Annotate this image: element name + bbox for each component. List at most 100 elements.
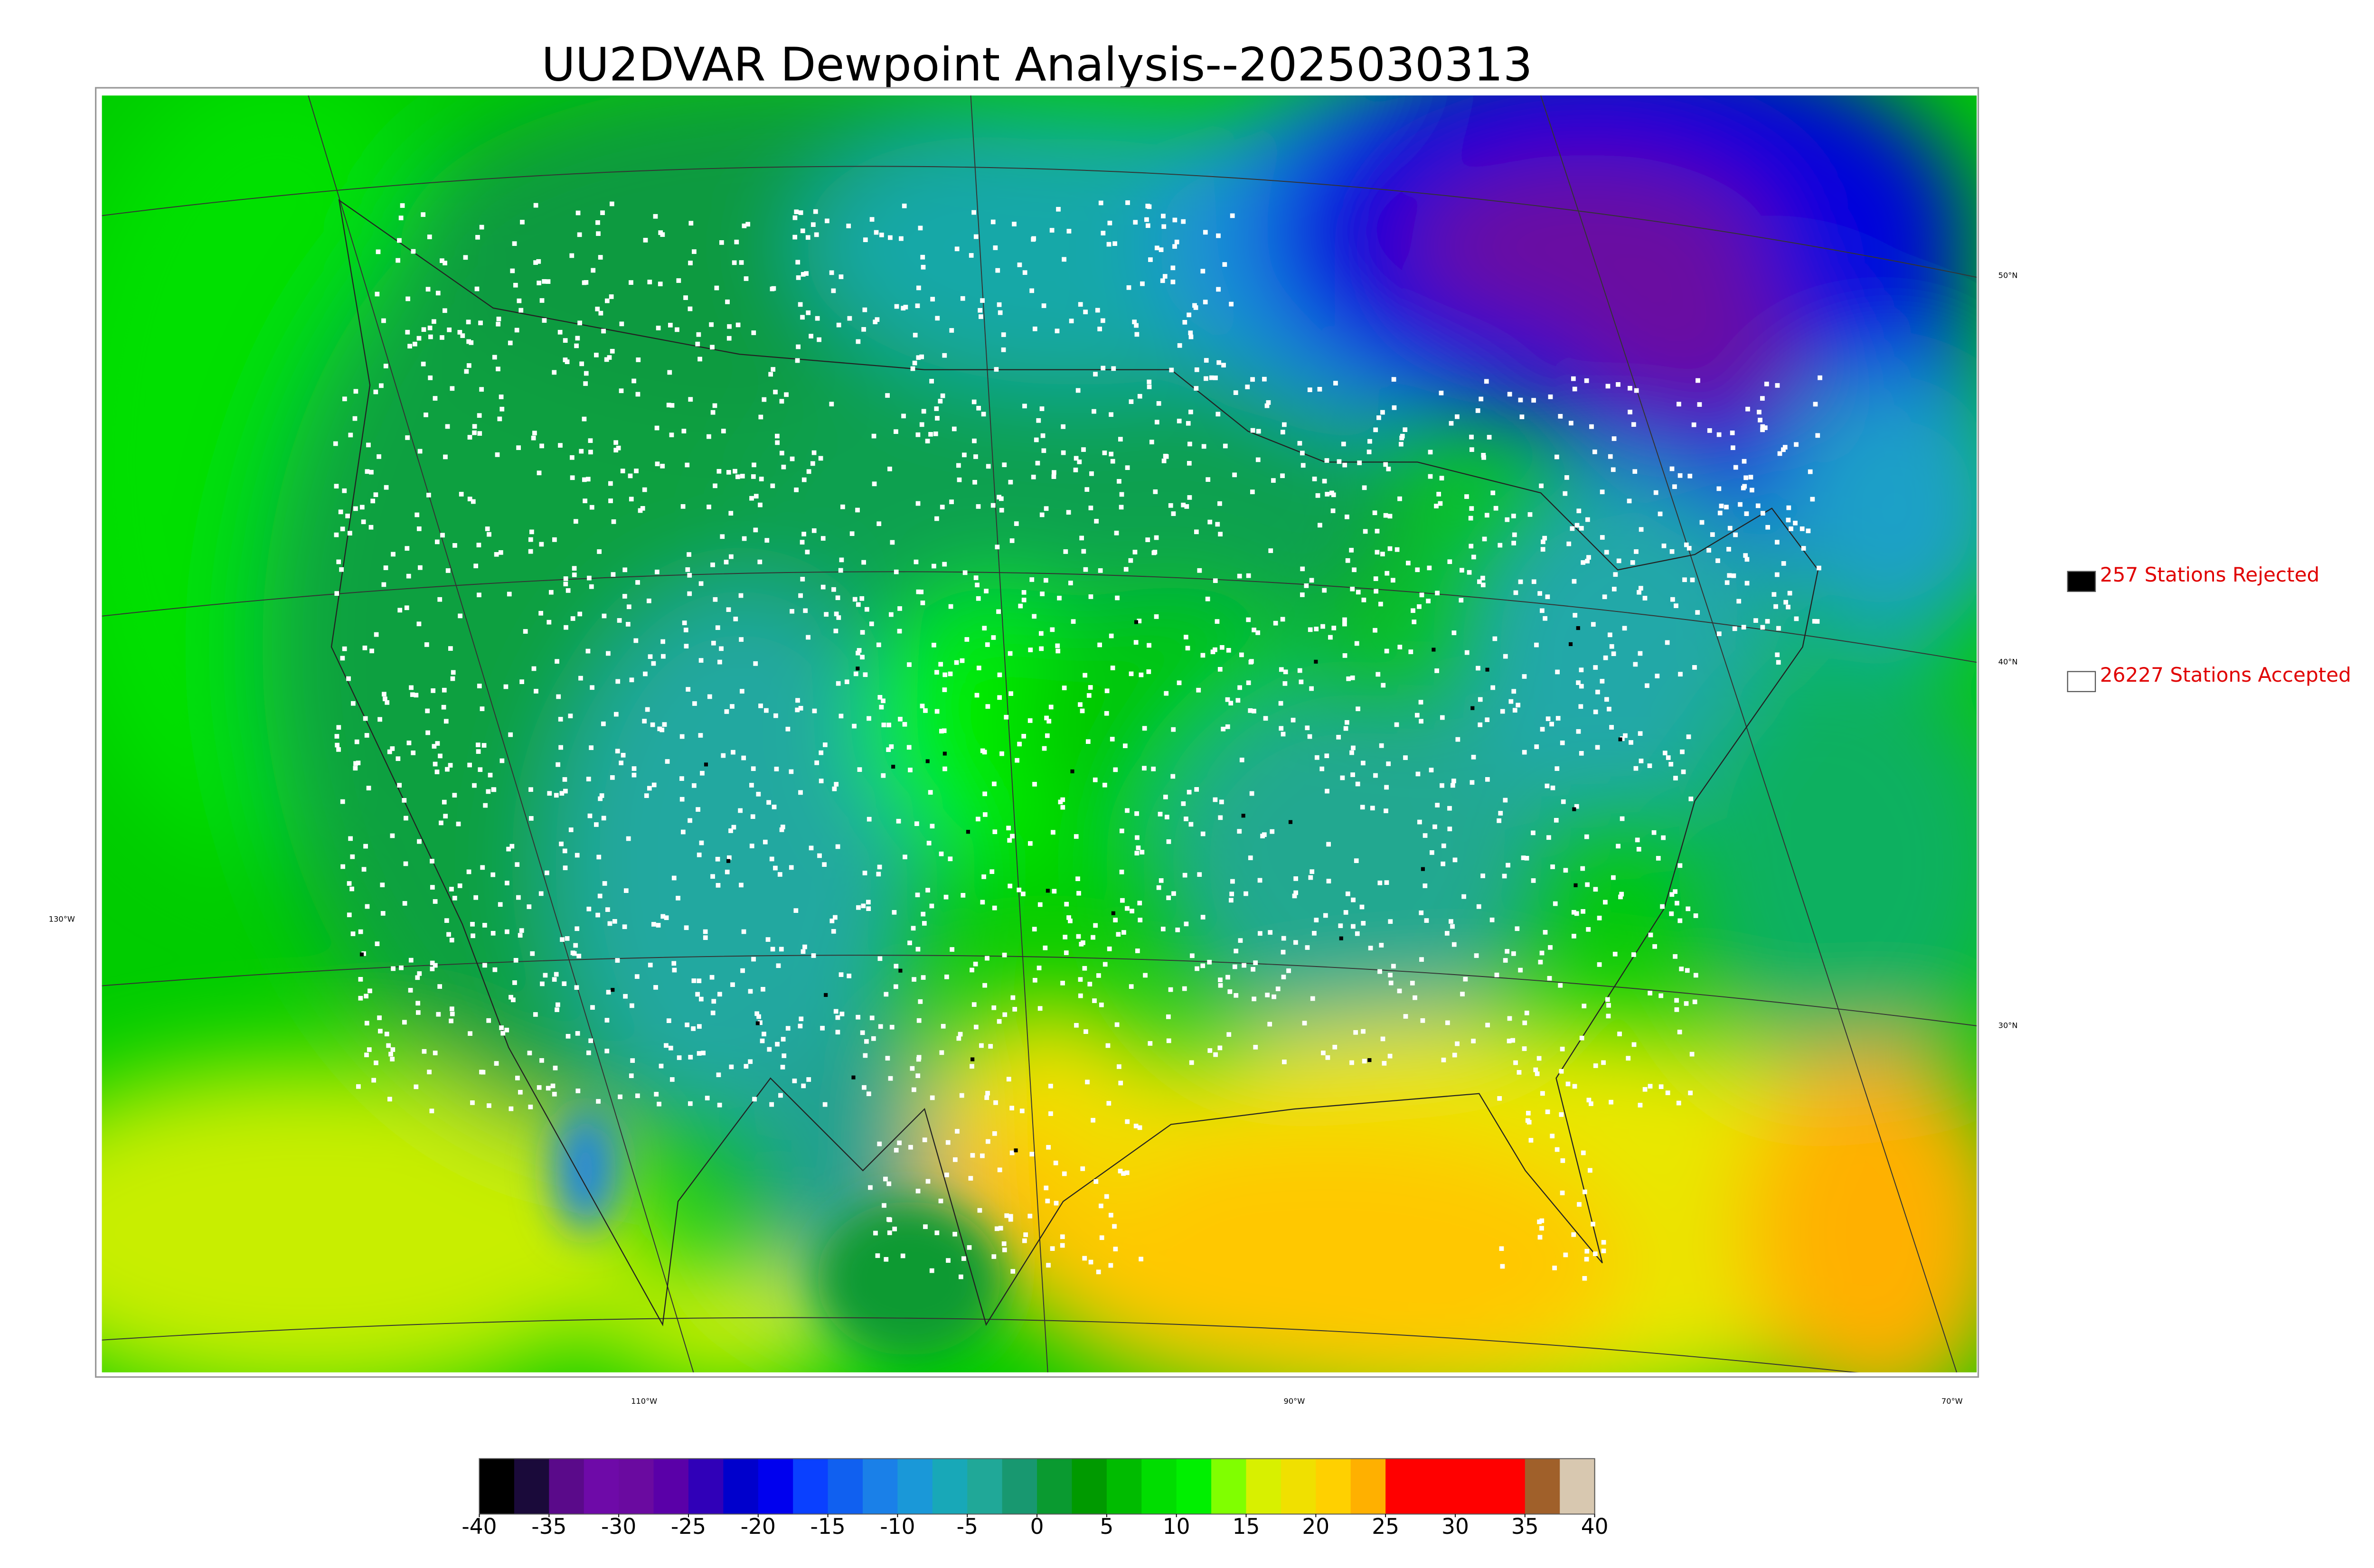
station-dot <box>834 782 839 787</box>
station-dot <box>901 306 906 311</box>
station-dot <box>1451 630 1457 635</box>
station-dot <box>483 803 488 808</box>
station-dot <box>445 424 450 429</box>
station-dot <box>625 622 631 627</box>
station-dot <box>792 215 798 220</box>
station-dot <box>1463 976 1468 982</box>
station-dot <box>1281 975 1286 979</box>
station-dot <box>416 526 422 531</box>
station-dot <box>1159 247 1164 252</box>
station-dot <box>1617 1032 1622 1036</box>
station-dot <box>934 516 939 521</box>
station-dot <box>803 608 808 613</box>
station-dot <box>336 725 341 730</box>
station-dot <box>934 670 939 675</box>
station-dot <box>460 333 465 338</box>
station-dot <box>342 396 347 402</box>
station-dot <box>380 911 386 916</box>
station-dot <box>1190 953 1195 958</box>
station-dot <box>1499 1246 1504 1251</box>
colorbar-segment <box>1211 1458 1247 1514</box>
station-dot <box>959 1093 964 1098</box>
station-dot <box>565 936 570 941</box>
station-dot <box>1253 960 1258 965</box>
station-dot <box>688 818 692 823</box>
station-dot <box>1121 930 1126 935</box>
station-dot <box>705 1096 710 1100</box>
station-dot <box>912 360 917 366</box>
station-dot <box>779 827 784 832</box>
station-dot <box>546 1086 551 1091</box>
station-dot <box>334 532 339 537</box>
station-dot <box>1055 329 1060 334</box>
station-dot <box>738 593 744 598</box>
station-dot <box>908 768 913 772</box>
station-dot <box>1387 1053 1393 1059</box>
station-dot <box>1156 885 1161 890</box>
station-dot <box>1391 964 1396 969</box>
station-dot <box>1676 1100 1681 1106</box>
station-dot <box>1487 435 1492 440</box>
station-dot <box>602 613 607 619</box>
station-dot <box>1031 474 1036 479</box>
station-dot <box>1601 1060 1606 1065</box>
colorbar-segment <box>1106 1458 1142 1514</box>
station-dot <box>1153 489 1158 494</box>
station-dot <box>820 1025 825 1031</box>
station-dot <box>1484 379 1489 384</box>
station-dot <box>1672 484 1677 489</box>
colorbar-tick-label: 10 <box>1163 1514 1190 1539</box>
station-dot <box>1812 619 1817 624</box>
station-dot <box>1787 591 1792 596</box>
station-dot <box>658 282 663 287</box>
station-dot <box>930 297 935 302</box>
station-dot <box>1451 779 1456 783</box>
station-dot <box>940 505 945 509</box>
station-dot <box>664 915 669 920</box>
station-dot <box>802 944 807 949</box>
station-dot <box>1733 532 1738 537</box>
station-dot <box>615 679 621 684</box>
station-dot <box>631 378 636 384</box>
station-dot <box>629 1073 634 1078</box>
station-dot <box>1571 910 1576 915</box>
station-dot <box>1727 573 1732 578</box>
station-dot <box>881 723 886 727</box>
station-dot <box>1108 1212 1113 1218</box>
station-dot <box>1094 519 1099 524</box>
rejected-dot <box>1134 620 1139 624</box>
station-dot <box>997 1167 1002 1173</box>
station-dot <box>1154 614 1159 619</box>
station-dot <box>912 977 916 982</box>
station-dot <box>545 870 549 875</box>
station-dot <box>1691 422 1696 427</box>
station-dot <box>1677 918 1683 923</box>
station-dot <box>918 999 923 1004</box>
station-dot <box>1036 418 1041 423</box>
station-dot <box>1104 711 1109 716</box>
station-dot <box>754 494 759 499</box>
station-dot <box>724 709 729 714</box>
station-dot <box>1653 490 1658 495</box>
station-dot <box>916 285 921 291</box>
station-dot <box>915 303 920 309</box>
colorbar-tick-label: -40 <box>462 1514 497 1539</box>
station-dot <box>553 1065 558 1070</box>
station-dot <box>377 717 382 722</box>
station-dot <box>792 235 798 240</box>
station-dot <box>716 1072 721 1078</box>
station-dot <box>941 1023 946 1029</box>
station-dot <box>478 320 483 326</box>
station-dot <box>929 1268 934 1273</box>
station-dot <box>534 689 538 694</box>
station-dot <box>1403 1014 1408 1019</box>
station-dot <box>951 426 957 432</box>
station-dot <box>1464 650 1470 655</box>
station-dot <box>405 296 410 301</box>
station-dot <box>1388 980 1394 986</box>
station-dot <box>1093 777 1098 782</box>
station-dot <box>482 923 487 928</box>
station-dot <box>991 1005 997 1010</box>
station-dot <box>687 591 692 596</box>
station-dot <box>400 203 405 208</box>
